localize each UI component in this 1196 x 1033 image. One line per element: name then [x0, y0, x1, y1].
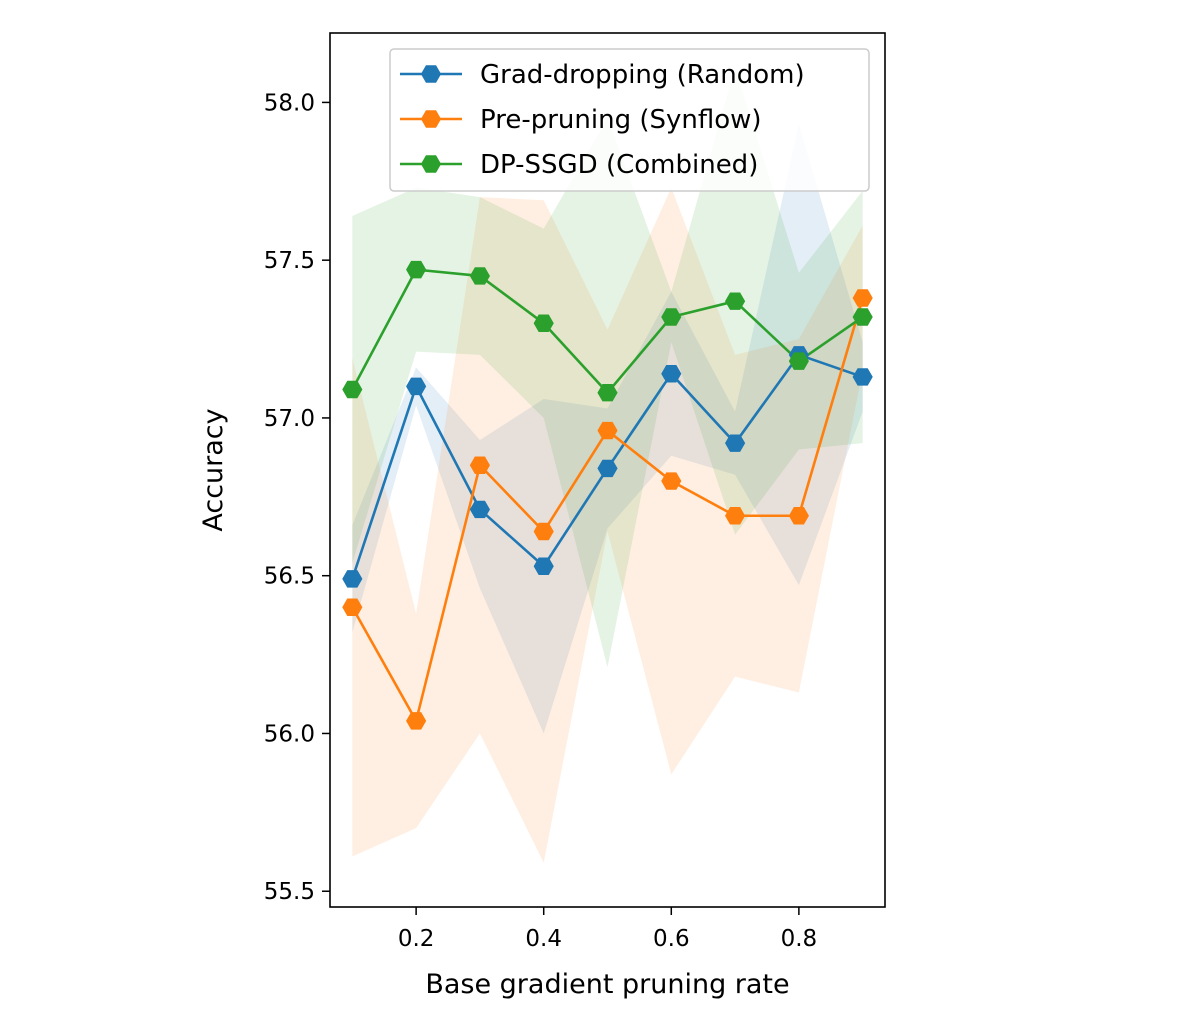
legend-marker-1 — [420, 110, 442, 128]
legend-label-1: Pre-pruning (Synflow) — [480, 105, 762, 135]
x-axis-ticks: 0.2 0.4 0.6 0.8 — [398, 907, 817, 952]
band-series-1 — [352, 187, 863, 863]
point-series-0-0 — [342, 570, 363, 588]
point-series-2-6 — [725, 292, 746, 310]
point-series-2-7 — [788, 352, 809, 370]
point-series-1-8 — [852, 289, 873, 307]
legend-box — [389, 48, 870, 192]
point-series-1-2 — [469, 456, 490, 474]
point-series-0-4 — [597, 459, 618, 478]
point-series-0-1 — [406, 377, 427, 396]
legend: Grad-dropping (Random) Pre-pruning (Synfl… — [389, 48, 870, 192]
point-series-1-4 — [597, 421, 618, 440]
point-series-2-3 — [533, 314, 554, 333]
y-tick-label: 58.0 — [264, 90, 315, 116]
y-tick-label: 57.0 — [264, 406, 315, 432]
y-axis-ticks: 55.5 56.0 56.5 57.0 57.5 58.0 — [264, 90, 330, 905]
point-series-2-8 — [852, 308, 873, 326]
plot-frame — [329, 32, 886, 908]
y-tick-label: 57.5 — [264, 248, 315, 274]
point-series-0-5 — [661, 365, 682, 383]
x-tick-label: 0.2 — [398, 926, 435, 952]
legend-label-0: Grad-dropping (Random) — [480, 60, 805, 90]
point-series-1-1 — [406, 712, 427, 730]
y-axis-title: Accuracy — [198, 408, 229, 531]
point-series-0-8 — [852, 368, 873, 386]
x-tick-label: 0.4 — [525, 926, 562, 952]
point-series-1-7 — [788, 507, 809, 525]
legend-label-2: DP-SSGD (Combined) — [480, 150, 758, 180]
x-axis-title: Base gradient pruning rate — [425, 969, 789, 1000]
legend-marker-0 — [420, 65, 442, 83]
point-series-0-3 — [533, 557, 554, 575]
y-tick-label: 56.0 — [264, 721, 315, 747]
point-series-1-0 — [342, 598, 363, 616]
x-tick-label: 0.6 — [653, 926, 690, 952]
point-series-0-6 — [725, 434, 746, 452]
point-series-2-5 — [661, 308, 682, 326]
point-series-2-4 — [597, 383, 618, 402]
point-series-1-6 — [725, 507, 746, 525]
x-tick-label: 0.8 — [781, 926, 818, 952]
y-tick-label: 56.5 — [264, 564, 315, 590]
point-series-0-2 — [469, 500, 490, 519]
y-tick-label: 55.5 — [264, 879, 315, 905]
legend-marker-2 — [420, 155, 442, 173]
point-series-1-5 — [661, 472, 682, 490]
point-series-2-2 — [469, 267, 490, 285]
point-series-1-3 — [533, 522, 554, 541]
series-markers — [342, 260, 873, 730]
point-series-2-0 — [342, 380, 363, 399]
point-series-2-1 — [406, 260, 427, 279]
